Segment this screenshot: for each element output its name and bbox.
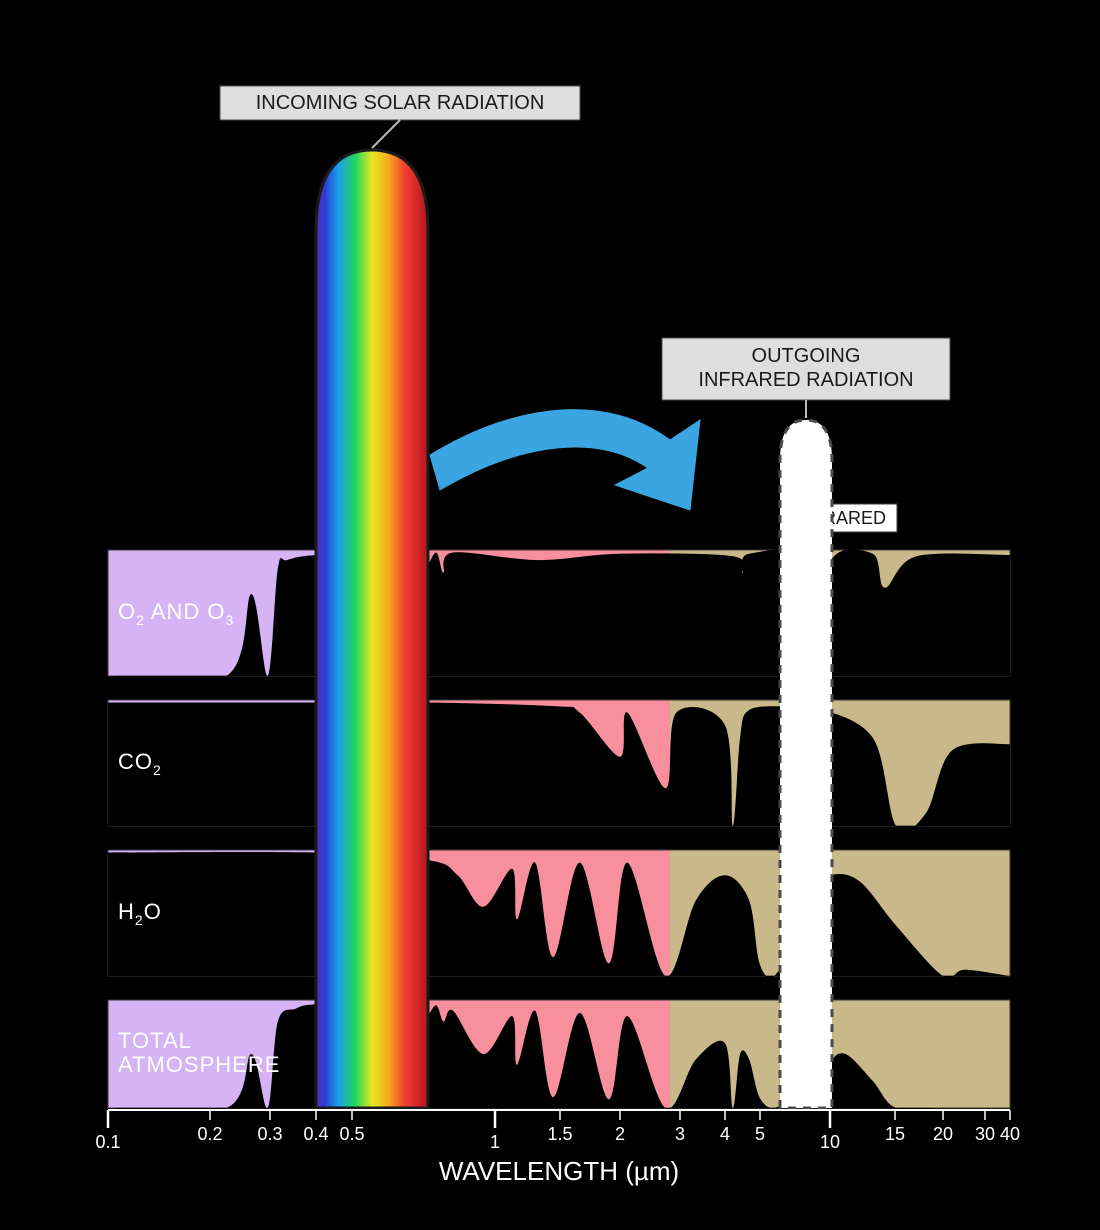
x-tick-label: 40 bbox=[1000, 1124, 1020, 1144]
incoming-title: INCOMING SOLAR RADIATION bbox=[256, 92, 545, 114]
x-tick-label: 0.2 bbox=[197, 1124, 222, 1144]
x-tick-label: 0.1 bbox=[95, 1132, 120, 1152]
x-tick-label: 4 bbox=[720, 1124, 730, 1144]
row-gap bbox=[108, 676, 1010, 700]
x-tick-label: 0.4 bbox=[303, 1124, 328, 1144]
x-tick-label: 30 bbox=[975, 1124, 995, 1144]
row-gap bbox=[108, 826, 1010, 850]
row-label-o2o3: O2 AND O3 bbox=[118, 599, 234, 628]
row-gap bbox=[108, 976, 1010, 1000]
x-tick-label: 1.5 bbox=[547, 1124, 572, 1144]
x-tick-label: 1 bbox=[490, 1132, 500, 1152]
band-rows: VISIBLEINFRAREDO2 AND O3CO2H2OTOTALATMOS… bbox=[93, 504, 1017, 1112]
x-tick-label: 0.5 bbox=[339, 1124, 364, 1144]
ir-peak bbox=[780, 420, 832, 1108]
x-tick-label: 0.3 bbox=[257, 1124, 282, 1144]
x-tick-label: 15 bbox=[885, 1124, 905, 1144]
x-tick-label: 2 bbox=[615, 1124, 625, 1144]
x-tick-label: 5 bbox=[755, 1124, 765, 1144]
x-axis-label: WAVELENGTH (µm) bbox=[439, 1156, 679, 1186]
solar-peak bbox=[316, 150, 428, 1108]
x-tick-label: 20 bbox=[933, 1124, 953, 1144]
x-tick-label: 3 bbox=[675, 1124, 685, 1144]
x-tick-label: 10 bbox=[820, 1132, 840, 1152]
